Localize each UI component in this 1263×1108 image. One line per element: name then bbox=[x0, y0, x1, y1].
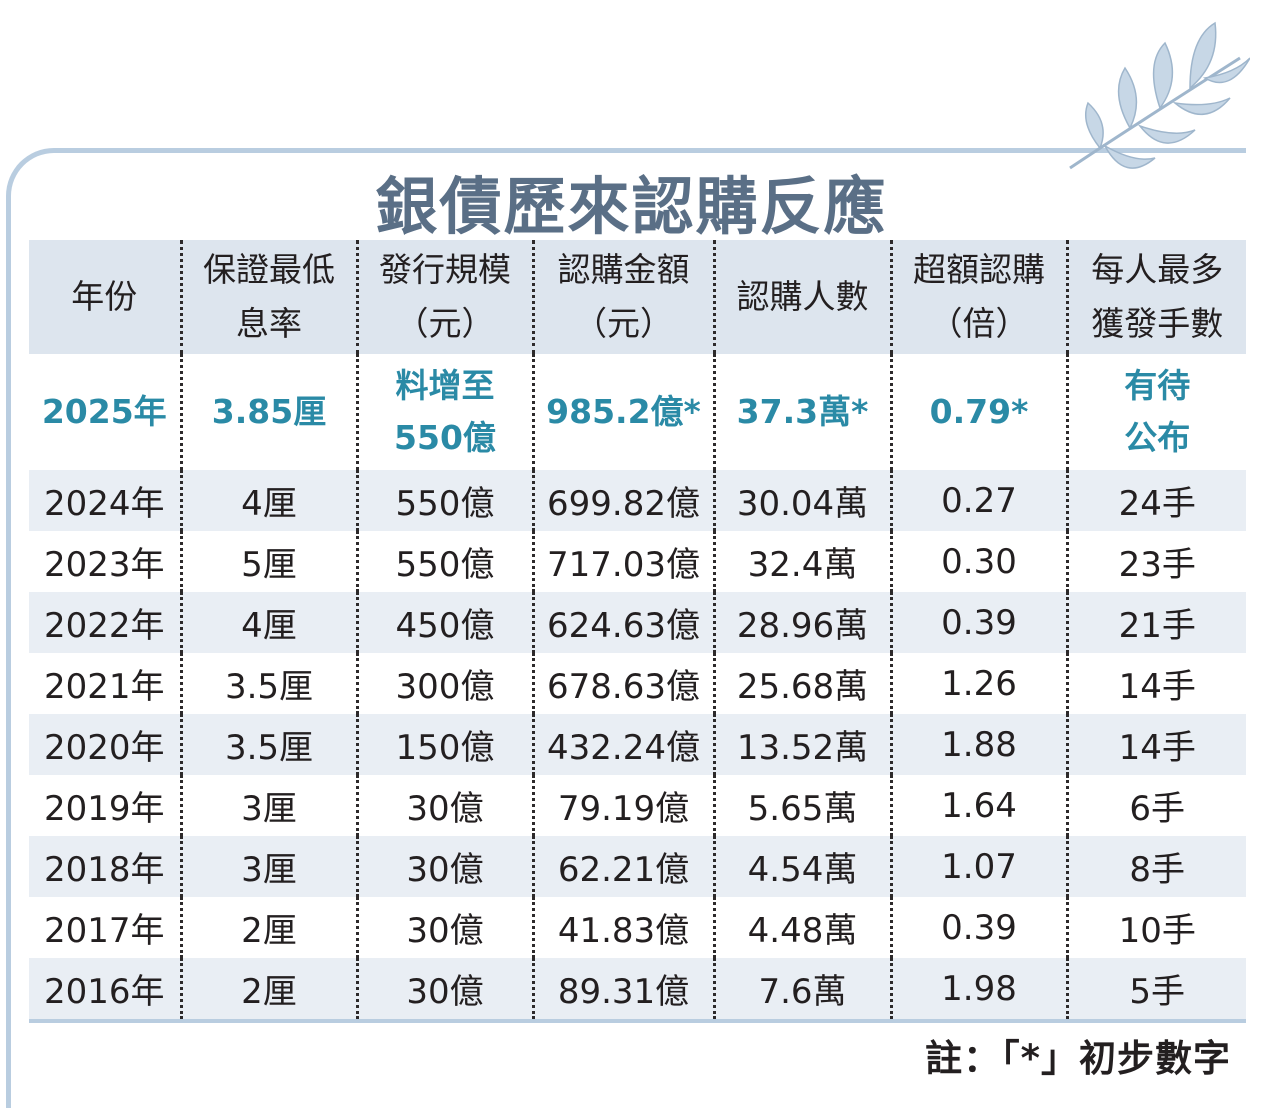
header-rate: 保證最低 息率 bbox=[179, 240, 357, 354]
cell-year: 2025年 bbox=[41, 392, 167, 431]
cell-oversubscription: 0.27 bbox=[889, 470, 1067, 531]
cell-lots: 14手 bbox=[1065, 714, 1246, 775]
cell-oversubscription: 0.39 bbox=[889, 592, 1067, 653]
header-oversubscription: 超額認購 （倍） bbox=[889, 240, 1067, 354]
cell-amount: 985.2億* bbox=[531, 354, 714, 470]
cell-year: 2017年 bbox=[43, 911, 165, 951]
cell-size: 30億 bbox=[355, 958, 533, 1023]
cell-rate: 5厘 bbox=[179, 531, 357, 592]
cell-rate: 4厘 bbox=[179, 592, 357, 653]
header-amount: 認購金額 （元） bbox=[531, 240, 714, 354]
cell-amount: 62.21億 bbox=[531, 836, 714, 897]
cell-lots: 6手 bbox=[1065, 775, 1246, 836]
header-year: 年份 bbox=[29, 240, 181, 354]
footnote: 註：「*」初步數字 bbox=[925, 1037, 1231, 1080]
cell-size: 料增至 550億 bbox=[355, 354, 533, 470]
cell-people: 7.6萬 bbox=[712, 958, 891, 1023]
cell-year: 2016年 bbox=[29, 958, 181, 1023]
cell-size: 450億 bbox=[355, 592, 533, 653]
cell-size: 550億 bbox=[355, 470, 533, 531]
cell-rate: 3厘 bbox=[179, 775, 357, 836]
cell-people: 4.54萬 bbox=[712, 836, 891, 897]
cell-people: 30.04萬 bbox=[712, 470, 891, 531]
cell-rate: 2厘 bbox=[179, 897, 357, 958]
table-row: 2025年 3.85厘 料增至 550億 985.2億* 37.3萬* 0.79*… bbox=[29, 354, 1246, 470]
table-row: 2020年 3.5厘 150億 432.24億 13.52萬 1.88 14手 bbox=[29, 714, 1246, 775]
table-row: 2018年 3厘 30億 62.21億 4.54萬 1.07 8手 bbox=[29, 836, 1246, 897]
cell-rate: 4厘 bbox=[179, 470, 357, 531]
header-lots: 每人最多 獲發手數 bbox=[1065, 240, 1246, 354]
cell-year: 2019年 bbox=[43, 789, 165, 829]
cell-people: 13.52萬 bbox=[712, 714, 891, 775]
cell-lots: 10手 bbox=[1065, 897, 1246, 958]
cell-lots: 8手 bbox=[1065, 836, 1246, 897]
cell-lots: 有待 公布 bbox=[1065, 354, 1246, 470]
table-row: 2024年 4厘 550億 699.82億 30.04萬 0.27 24手 bbox=[29, 470, 1246, 531]
cell-year: 2024年 bbox=[29, 470, 181, 531]
cell-rate: 3厘 bbox=[179, 836, 357, 897]
cell-rate: 2厘 bbox=[179, 958, 357, 1023]
cell-people: 5.65萬 bbox=[712, 775, 891, 836]
cell-year: 2023年 bbox=[43, 545, 165, 585]
table-row: 2017年 2厘 30億 41.83億 4.48萬 0.39 10手 bbox=[29, 897, 1246, 958]
cell-amount: 717.03億 bbox=[531, 531, 714, 592]
cell-amount: 41.83億 bbox=[531, 897, 714, 958]
cell-amount: 624.63億 bbox=[531, 592, 714, 653]
cell-year: 2021年 bbox=[43, 667, 165, 707]
cell-size: 30億 bbox=[355, 775, 533, 836]
cell-oversubscription: 1.98 bbox=[889, 958, 1067, 1023]
table-row: 2021年 3.5厘 300億 678.63億 25.68萬 1.26 14手 bbox=[29, 653, 1246, 714]
cell-oversubscription: 1.88 bbox=[889, 714, 1067, 775]
cell-people: 37.3萬* bbox=[712, 354, 891, 470]
cell-amount: 79.19億 bbox=[531, 775, 714, 836]
cell-size: 550億 bbox=[355, 531, 533, 592]
table-row: 2023年 5厘 550億 717.03億 32.4萬 0.30 23手 bbox=[29, 531, 1246, 592]
leaf-branch-icon bbox=[1069, 21, 1250, 170]
cell-size: 30億 bbox=[355, 897, 533, 958]
cell-year: 2022年 bbox=[29, 592, 181, 653]
cell-size: 150億 bbox=[355, 714, 533, 775]
cell-amount: 699.82億 bbox=[531, 470, 714, 531]
cell-oversubscription: 0.39 bbox=[889, 897, 1067, 958]
cell-size: 300億 bbox=[355, 653, 533, 714]
cell-people: 32.4萬 bbox=[712, 531, 891, 592]
cell-lots: 21手 bbox=[1065, 592, 1246, 653]
cell-lots: 24手 bbox=[1065, 470, 1246, 531]
cell-year: 2020年 bbox=[29, 714, 181, 775]
cell-people: 25.68萬 bbox=[712, 653, 891, 714]
table-frame bbox=[6, 148, 1246, 1108]
page-title: 銀債歷來認購反應 bbox=[375, 170, 888, 243]
header-size: 發行規模 （元） bbox=[355, 240, 533, 354]
cell-rate: 3.85厘 bbox=[179, 354, 357, 470]
header-people: 認購人數 bbox=[712, 240, 891, 354]
table-row: 2016年 2厘 30億 89.31億 7.6萬 1.98 5手 bbox=[29, 958, 1246, 1023]
table-header-row: 年份 保證最低 息率 發行規模 （元） 認購金額 （元） 認購人數 超額認購 （倍） 每… bbox=[29, 240, 1246, 354]
cell-people: 4.48萬 bbox=[712, 897, 891, 958]
cell-people: 28.96萬 bbox=[712, 592, 891, 653]
cell-rate: 3.5厘 bbox=[179, 653, 357, 714]
cell-oversubscription: 1.26 bbox=[889, 653, 1067, 714]
cell-lots: 23手 bbox=[1065, 531, 1246, 592]
cell-lots: 14手 bbox=[1065, 653, 1246, 714]
cell-oversubscription: 1.07 bbox=[889, 836, 1067, 897]
cell-oversubscription: 0.30 bbox=[889, 531, 1067, 592]
cell-size: 30億 bbox=[355, 836, 533, 897]
table-row: 2019年 3厘 30億 79.19億 5.65萬 1.64 6手 bbox=[29, 775, 1246, 836]
cell-amount: 89.31億 bbox=[531, 958, 714, 1023]
table-row: 2022年 4厘 450億 624.63億 28.96萬 0.39 21手 bbox=[29, 592, 1246, 653]
cell-amount: 432.24億 bbox=[531, 714, 714, 775]
cell-rate: 3.5厘 bbox=[179, 714, 357, 775]
cell-oversubscription: 1.64 bbox=[889, 775, 1067, 836]
cell-lots: 5手 bbox=[1065, 958, 1246, 1023]
subscription-table: 年份 保證最低 息率 發行規模 （元） 認購金額 （元） 認購人數 超額認購 （倍） 每… bbox=[29, 240, 1246, 1023]
cell-year: 2018年 bbox=[29, 836, 181, 897]
cell-amount: 678.63億 bbox=[531, 653, 714, 714]
cell-oversubscription: 0.79* bbox=[889, 354, 1067, 470]
